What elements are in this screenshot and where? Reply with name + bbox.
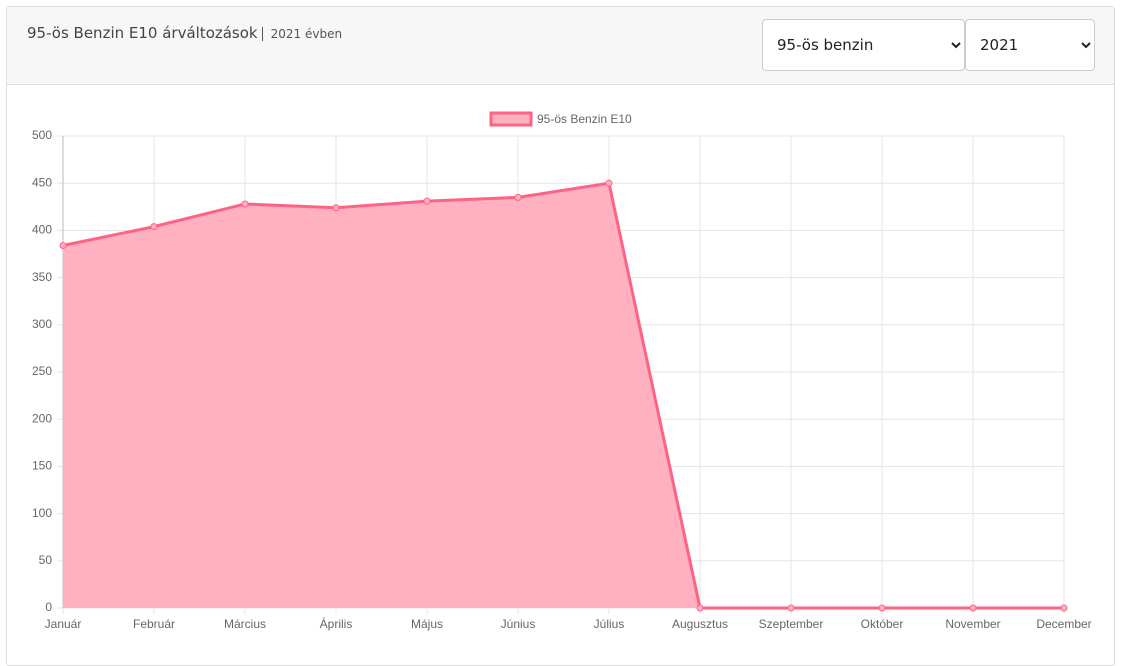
point <box>423 197 431 205</box>
fuel-select[interactable]: 95-ös benzin <box>762 19 965 71</box>
legend-swatch <box>489 111 533 127</box>
y-tick-label: 350 <box>32 270 52 284</box>
y-tick-label: 0 <box>45 600 52 614</box>
x-tick-label: Szeptember <box>759 617 824 631</box>
y-tick-label: 150 <box>32 459 52 473</box>
point <box>332 204 340 212</box>
card: 95-ös Benzin E10 árváltozások 2021 évben … <box>6 6 1115 666</box>
x-tick-label: Január <box>45 617 82 631</box>
x-tick-label: Április <box>320 616 353 631</box>
x-tick-label: Június <box>501 617 536 631</box>
subtitle: 2021 évben <box>261 27 343 41</box>
point <box>150 223 158 231</box>
point <box>969 604 977 612</box>
x-tick-label: Március <box>224 617 266 631</box>
point <box>878 604 886 612</box>
point <box>696 604 704 612</box>
line <box>62 181 1064 610</box>
point <box>787 604 795 612</box>
y-tick-label: 450 <box>32 175 52 189</box>
point <box>514 193 522 201</box>
y-tick-label: 400 <box>32 223 52 237</box>
point <box>1060 604 1068 612</box>
point <box>59 242 67 250</box>
y-tick-label: 100 <box>32 506 52 520</box>
x-tick-label: Február <box>133 617 175 631</box>
area <box>63 183 1064 608</box>
title-text: 95-ös Benzin E10 árváltozások <box>27 24 258 42</box>
x-tick-label: Május <box>411 617 443 631</box>
card-header: 95-ös Benzin E10 árváltozások 2021 évben … <box>7 7 1114 85</box>
x-tick-label: Augusztus <box>672 617 728 631</box>
year-select[interactable]: 2021 <box>965 19 1095 71</box>
y-tick-label: 300 <box>32 317 52 331</box>
x-tick-label: December <box>1036 617 1091 631</box>
point <box>241 200 249 208</box>
y-tick-label: 200 <box>32 411 52 425</box>
y-tick-label: 500 <box>32 128 52 142</box>
y-tick-label: 250 <box>32 364 52 378</box>
point <box>605 179 613 187</box>
x-tick-label: November <box>945 617 1000 631</box>
x-tick-label: Július <box>594 617 625 631</box>
title: 95-ös Benzin E10 árváltozások 2021 évben <box>27 24 343 42</box>
y-tick-label: 50 <box>39 553 53 567</box>
legend-label: 95-ös Benzin E10 <box>537 112 632 126</box>
x-tick-label: Október <box>861 617 904 631</box>
